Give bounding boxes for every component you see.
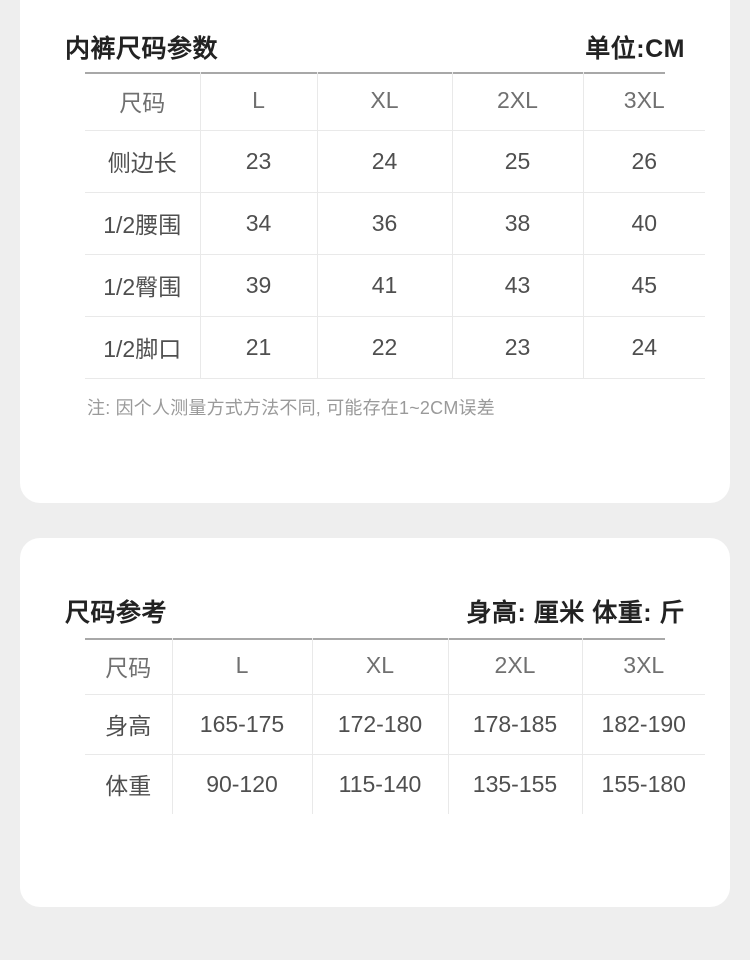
- size-reference-table: 尺码 L XL 2XL 3XL 身高 165-175 172-180 178-1…: [85, 638, 705, 814]
- cell-value: 21: [200, 316, 318, 379]
- page-title: 内裤尺码参数: [65, 35, 219, 63]
- column-header-2xl: 2XL: [452, 72, 584, 131]
- table-row: 1/2臀围 39 41 43 45: [85, 254, 705, 317]
- column-header-3xl: 3XL: [583, 72, 705, 131]
- measurement-note: 注: 因个人测量方式方法不同, 可能存在1~2CM误差: [87, 398, 495, 418]
- column-header-xl: XL: [312, 638, 449, 695]
- unit-label: 单位:CM: [585, 35, 685, 63]
- size-reference-card: 尺码参考 身高: 厘米 体重: 斤 尺码 L XL 2XL 3XL 身高 165…: [20, 538, 730, 907]
- cell-value: 172-180: [312, 694, 449, 755]
- cell-value: 24: [583, 316, 705, 379]
- row-label: 体重: [85, 754, 173, 814]
- cell-value: 182-190: [582, 694, 705, 755]
- row-label: 身高: [85, 694, 173, 755]
- table-header-row: 尺码 L XL 2XL 3XL: [85, 72, 705, 131]
- row-label: 1/2脚口: [85, 316, 201, 379]
- cell-value: 25: [452, 130, 584, 193]
- size-spec-table: 尺码 L XL 2XL 3XL 侧边长 23 24 25 26 1/2腰围 34…: [85, 72, 705, 379]
- column-header-2xl: 2XL: [448, 638, 583, 695]
- cell-value: 41: [317, 254, 453, 317]
- cell-value: 135-155: [448, 754, 583, 814]
- cell-value: 23: [200, 130, 318, 193]
- cell-value: 155-180: [601, 770, 686, 797]
- card-header: 尺码参考 身高: 厘米 体重: 斤: [65, 593, 685, 629]
- cell-value: 40: [583, 192, 705, 255]
- column-header-3xl: 3XL: [582, 638, 705, 695]
- cell-value: 90-120: [172, 754, 313, 814]
- cell-value: 26: [583, 130, 705, 193]
- column-header-xl: XL: [317, 72, 453, 131]
- cell-value: 39: [200, 254, 318, 317]
- table-row: 侧边长 23 24 25 26: [85, 130, 705, 193]
- table-row: 1/2脚口 21 22 23 24: [85, 316, 705, 379]
- cell-value: 115-140: [312, 754, 449, 814]
- column-header-size: 尺码: [85, 72, 201, 131]
- cell-value: 45: [583, 254, 705, 317]
- table-row: 身高 165-175 172-180 178-185 182-190: [85, 694, 705, 755]
- cell-value: 23: [452, 316, 584, 379]
- column-header-l: L: [172, 638, 313, 695]
- table-header-row: 尺码 L XL 2XL 3XL: [85, 638, 705, 695]
- cell-value: 178-185: [448, 694, 583, 755]
- column-header-l: L: [200, 72, 318, 131]
- cell-value: 24: [317, 130, 453, 193]
- row-label: 1/2腰围: [85, 192, 201, 255]
- card-header: 内裤尺码参数 单位:CM: [65, 29, 685, 65]
- cell-value: 22: [317, 316, 453, 379]
- section-title: 尺码参考: [65, 599, 168, 627]
- row-label: 1/2臀围: [85, 254, 201, 317]
- underwear-size-spec-card: 内裤尺码参数 单位:CM 尺码 L XL 2XL 3XL 侧边长 23 24: [20, 0, 730, 503]
- table-row: 体重 90-120 115-140 135-155 155-180: [85, 754, 705, 814]
- cell-value: 34: [200, 192, 318, 255]
- unit-label: 身高: 厘米 体重: 斤: [466, 599, 685, 627]
- cell-value: 165-175: [172, 694, 313, 755]
- cell-value: 36: [317, 192, 453, 255]
- table-row: 1/2腰围 34 36 38 40: [85, 192, 705, 255]
- cell-value: 43: [452, 254, 584, 317]
- cell-value: 38: [452, 192, 584, 255]
- column-header-size: 尺码: [85, 638, 173, 695]
- row-label: 侧边长: [85, 130, 201, 193]
